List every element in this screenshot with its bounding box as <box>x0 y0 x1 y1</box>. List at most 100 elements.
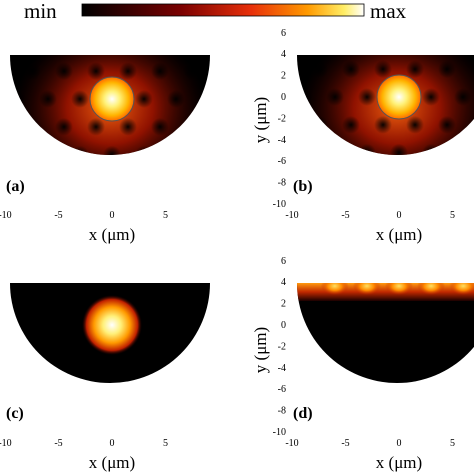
air-hole <box>247 62 265 80</box>
colorbar-min-label: min <box>24 0 57 23</box>
air-hole <box>454 32 472 50</box>
surface-mode-spot <box>352 283 381 295</box>
y-tick-label: 0 <box>281 320 286 331</box>
panel-c-label: (c) <box>6 405 24 422</box>
air-hole <box>310 60 328 79</box>
air-hole <box>135 145 153 156</box>
y-tick-label: -2 <box>278 341 286 352</box>
air-hole <box>55 62 73 81</box>
air-hole <box>326 32 344 50</box>
panel-b-xlabel: x (μm) <box>376 225 422 244</box>
panel-b-yticks: 6 4 2 0 -2 -4 -6 -8 -10 <box>273 28 286 210</box>
air-hole <box>438 172 456 190</box>
y-tick-label: -6 <box>278 156 286 167</box>
air-hole <box>374 172 392 190</box>
panel-b-xticks: -10 -5 0 5 <box>285 210 455 221</box>
air-hole <box>342 172 360 190</box>
air-hole <box>231 34 249 52</box>
air-hole <box>71 145 89 156</box>
air-hole <box>422 199 440 217</box>
panel-d-yticks: 6 4 2 0 -2 -4 -6 -8 -10 <box>273 256 286 438</box>
air-hole <box>358 32 376 50</box>
air-hole <box>71 34 89 52</box>
x-tick-label: 5 <box>450 210 455 221</box>
y-tick-label: -10 <box>273 199 286 210</box>
air-hole <box>199 145 211 156</box>
panel-d-ylabel: y (μm) <box>251 327 270 373</box>
air-hole <box>151 62 169 81</box>
x-tick-label: -5 <box>341 210 349 221</box>
air-hole <box>294 32 312 50</box>
x-tick-label: -5 <box>341 438 349 449</box>
x-tick-label: 5 <box>163 438 168 449</box>
air-hole <box>55 117 73 136</box>
y-tick-label: 6 <box>281 256 286 267</box>
air-hole <box>103 34 121 52</box>
air-hole <box>422 88 440 106</box>
air-hole <box>87 174 105 192</box>
air-hole <box>0 62 9 80</box>
air-hole <box>296 143 312 156</box>
air-hole <box>470 172 474 190</box>
air-hole <box>23 174 41 192</box>
panel-a-label: (a) <box>6 178 25 195</box>
panel-c-core-spot <box>82 295 142 355</box>
air-hole <box>103 145 121 156</box>
x-tick-label: 0 <box>397 210 402 221</box>
y-tick-label: 6 <box>281 28 286 39</box>
air-hole <box>215 174 233 192</box>
y-tick-label: -2 <box>278 113 286 124</box>
y-tick-label: 4 <box>281 277 286 288</box>
air-hole <box>183 174 201 192</box>
air-hole <box>438 115 456 134</box>
air-hole <box>135 201 153 219</box>
air-hole <box>374 115 392 134</box>
air-hole <box>326 88 344 106</box>
x-tick-label: -10 <box>285 210 298 221</box>
air-hole <box>438 60 456 79</box>
air-hole <box>7 34 25 52</box>
air-hole <box>358 143 376 156</box>
surface-mode-spot <box>385 283 413 295</box>
air-hole <box>231 201 249 219</box>
y-tick-label: -6 <box>278 384 286 395</box>
air-hole <box>199 34 217 52</box>
air-hole <box>454 199 472 217</box>
air-hole <box>119 174 137 192</box>
air-hole <box>135 90 153 108</box>
panel-d: (d) 6 4 2 0 -2 -4 -6 -8 -10 y (μm) -10 -5 0 5 x (μm… <box>251 256 474 472</box>
panel-a: (a) -10 -5 0 5 x (μm) <box>0 34 265 244</box>
x-tick-label: -5 <box>54 210 62 221</box>
air-hole <box>119 117 137 136</box>
air-hole <box>135 34 153 52</box>
y-tick-label: -4 <box>278 363 286 374</box>
air-hole <box>23 62 41 81</box>
air-hole <box>151 117 169 136</box>
panel-b-label: (b) <box>293 178 313 195</box>
air-hole <box>9 90 25 108</box>
air-hole <box>167 201 185 219</box>
air-hole <box>358 199 376 217</box>
panel-c-xlabel: x (μm) <box>89 453 135 472</box>
air-hole <box>87 62 105 81</box>
x-tick-label: 0 <box>110 210 115 221</box>
y-tick-label: 2 <box>281 299 286 310</box>
air-hole <box>183 117 201 136</box>
y-tick-label: -4 <box>278 135 286 146</box>
x-tick-label: -10 <box>0 210 12 221</box>
air-hole <box>296 88 312 106</box>
air-hole <box>0 118 9 136</box>
panel-d-xlabel: x (μm) <box>376 453 422 472</box>
air-hole <box>310 115 328 134</box>
air-hole <box>454 143 472 156</box>
air-hole <box>422 32 440 50</box>
air-hole <box>9 145 25 156</box>
air-hole <box>183 62 201 81</box>
air-hole <box>215 62 233 80</box>
panel-d-xticks: -10 -5 0 5 <box>285 438 455 449</box>
air-hole <box>406 115 424 134</box>
air-hole <box>39 145 57 156</box>
air-hole <box>39 34 57 52</box>
air-hole <box>23 117 41 136</box>
